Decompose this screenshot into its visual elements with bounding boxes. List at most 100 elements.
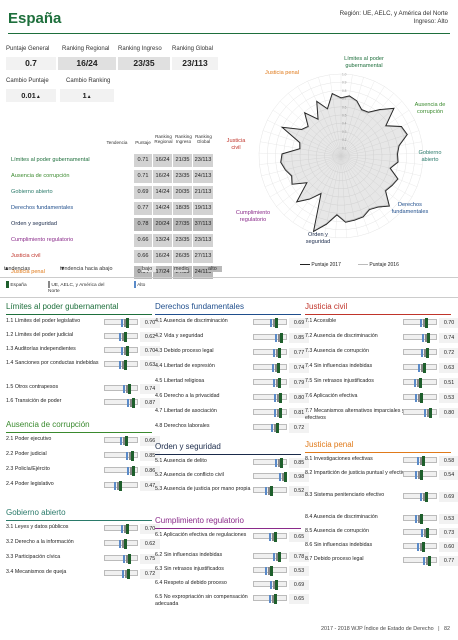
subfactor-label: 1.3 Auditorías independientes [6,346,76,352]
subfactor-bar [104,436,138,446]
radar-spoke [262,130,342,157]
subfactor-value: 0.77 [289,348,309,358]
radar-spoke [292,155,342,223]
subfactor-label: 6.4 Respeto al debido proceso [155,580,227,586]
country-marker [426,348,430,358]
subfactor-bar [403,408,437,418]
subfactor-label: 1.4 Sanciones por conductas indebidas [6,360,99,366]
radar-spoke [340,93,394,157]
factor-row: Justicia civil 0.66 16/24 26/35 27/113 [6,250,226,263]
radar-spoke [335,155,342,238]
high-income-marker [264,487,267,495]
subfactor-label: 5.3 Ausencia de justicia por mano propia [155,486,251,492]
subfactor-label: 7.7 Mecanismos alternativos imparciales … [305,408,405,421]
section-title: Gobierno abierto [6,508,152,521]
region-marker [419,457,422,465]
subfactor-value: 0.80 [289,393,309,403]
radar-label-limites: Límites al poder gubernamental [344,56,384,69]
country-marker [126,318,130,328]
high-income-marker [126,467,129,475]
subfactor-bar [104,466,138,476]
header-divider [8,33,450,34]
high-income-marker [414,379,417,387]
radar-spoke [269,155,342,198]
region-marker [417,379,420,387]
high-income-marker [126,452,129,460]
high-income-marker [421,334,424,342]
country-marker [421,456,425,466]
factor-global-rank: 37/113 [193,218,213,231]
factor-name: Justicia penal [11,269,45,275]
radar-spoke [329,74,342,157]
high-income-marker [123,555,125,563]
subfactor-label: 6.3 Sin retrasos injustificados [155,566,224,572]
subfactor-bar [104,346,138,356]
radar-scale-label: 0.9 [342,81,347,85]
radar-label-orden: Orden y seguridad [305,232,331,245]
country-marker [127,384,131,394]
radar-legend-2017: Puntaje 2017 [300,262,341,268]
radar-spoke [340,152,423,157]
subfactor-bar [104,398,138,408]
factor-row: Ausencia de corrupción 0.71 16/24 23/35 24/1… [6,170,226,183]
section-title: Derechos fundamentales [155,302,301,315]
subfactor-value: 0.81 [289,408,309,418]
country-marker [127,569,131,579]
factor-global-rank: 23/113 [193,154,213,167]
radar-spoke [340,119,415,157]
subfactor-bar [253,566,287,576]
factor-income-rank: 20/35 [173,186,192,199]
radar-label-civil: Justicia civil [226,138,246,151]
high-income-marker [118,540,121,548]
radar-scale-label: 0.7 [342,97,347,101]
country-marker [278,378,282,388]
region-marker [271,595,274,603]
subfactor-bar [253,423,287,433]
radar-spoke [279,100,342,157]
subfactor-bar [253,552,287,562]
high-income-marker [121,319,124,327]
radar-spoke [340,155,406,207]
subfactor-value: 0.66 [140,436,160,446]
subfactor-bar [253,393,287,403]
subfactor-bar [403,348,437,358]
factor-regional-rank: 20/24 [153,218,172,231]
section-title: Justicia civil [305,302,451,315]
subfactor-bar [403,470,437,480]
high-income-marker [122,385,125,393]
country-marker [131,466,135,476]
legend-alto: Alto [134,281,145,289]
subfactor-label: 4.4 Libertad de expresión [155,363,215,369]
factor-row: Orden y seguridad 0.78 20/24 27/35 37/113 [6,218,226,231]
subfactor-value: 0.54 [439,470,458,480]
country-marker [422,542,426,552]
section-corrupcion: Ausencia de corrupción 2.1 Poder ejecutiv… [6,420,160,491]
radar-grid-ring [258,73,424,239]
radar-spoke [264,155,342,187]
subfactor-label: 3.2 Derecho a la información [6,539,74,545]
region-marker [271,533,274,541]
subfactor-bar [104,539,138,549]
country-marker-icon [6,281,9,288]
country-marker [425,492,429,502]
radar-scale-label: 0.1 [342,146,347,150]
factor-score: 0.66 [134,234,152,247]
rank-change-header: Cambio Ranking [66,78,111,84]
subfactor-value: 0.72 [439,348,458,358]
overall-score: 0.7 [6,57,56,70]
radar-scale-label: 0.3 [342,130,347,134]
radar-grid-ring [275,90,407,222]
subfactor-bar [403,456,437,466]
high-income-marker [119,361,122,369]
region-marker [424,349,427,357]
subfactor-value: 0.85 [289,458,309,468]
radar-grid-ring [332,147,350,165]
region-marker [275,349,278,357]
subfactor-bar [403,333,437,343]
subfactor-value: 0.87 [140,398,160,408]
radar-spoke [340,155,380,229]
radar-scale-label: 1.0 [342,73,347,77]
factor-income-rank: 26/35 [173,250,192,263]
subfactor-value: 0.74 [140,384,160,394]
subfactor-value: 0.85 [289,333,309,343]
